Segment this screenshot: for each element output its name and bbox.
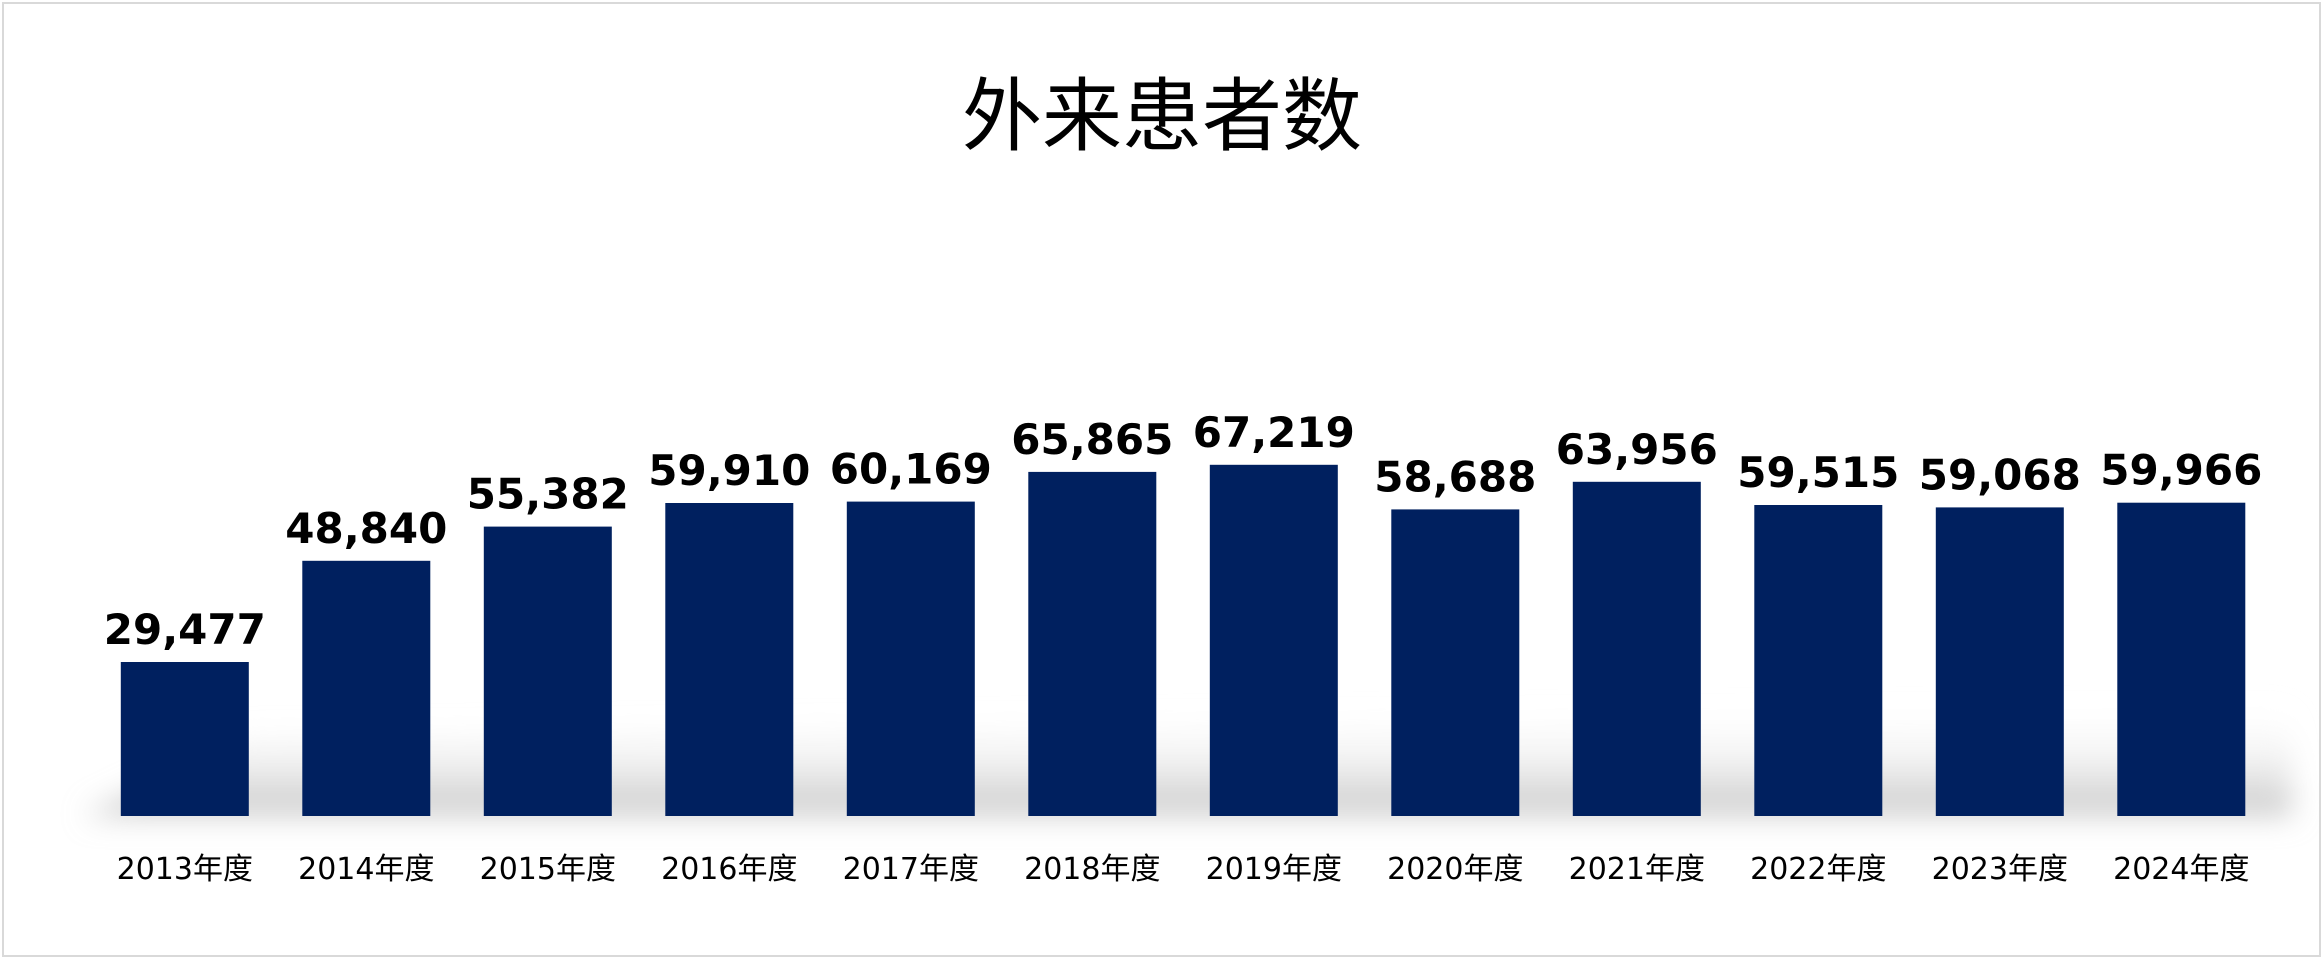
bar-2014年度 [302, 560, 431, 816]
bar-2013年度 [120, 662, 249, 816]
bar-2024年度 [2117, 502, 2246, 816]
bars [120, 464, 2246, 816]
bar-2022年度 [1754, 505, 1883, 816]
bar-2023年度 [1935, 507, 2064, 816]
x-tick-label-2022年度: 2022年度 [1750, 852, 1886, 887]
value-label-2021年度: 63,956 [1556, 425, 1718, 474]
x-tick-label-2016年度: 2016年度 [661, 852, 797, 887]
value-label-2016年度: 59,910 [648, 446, 810, 495]
value-labels: 29,477 48,840 55,382 59,910 60,169 65,865 67,2… [104, 408, 2263, 654]
bar-2019年度 [1209, 464, 1338, 816]
x-tick-label-2019年度: 2019年度 [1206, 852, 1342, 887]
x-tick-label-2024年度: 2024年度 [2113, 852, 2249, 887]
x-tick-label-2017年度: 2017年度 [843, 852, 979, 887]
bar-2018年度 [1028, 471, 1157, 816]
bar-2021年度 [1572, 481, 1701, 816]
bar-2016年度 [665, 503, 794, 816]
value-label-2023年度: 59,068 [1919, 450, 2081, 499]
x-tick-label-2018年度: 2018年度 [1024, 852, 1160, 887]
value-label-2018年度: 65,865 [1011, 415, 1173, 464]
bar-2015年度 [483, 526, 612, 816]
value-label-2020年度: 58,688 [1374, 452, 1536, 501]
value-label-2024年度: 59,966 [2100, 446, 2262, 495]
value-label-2015年度: 55,382 [467, 470, 629, 519]
bar-chart: 外来患者数 29,477 48,840 55,382 59,910 60,169 65,8… [84, 70, 2292, 887]
x-tick-label-2020年度: 2020年度 [1387, 852, 1523, 887]
floor-shadow [84, 706, 2292, 816]
floor-shadow-shape [84, 706, 2292, 816]
value-label-2014年度: 48,840 [285, 504, 447, 553]
x-tick-label-2015年度: 2015年度 [480, 852, 616, 887]
x-axis-tick-labels: 2013年度 2014年度 2015年度 2016年度 2017年度 2018年度 2019… [117, 852, 2250, 887]
x-tick-label-2013年度: 2013年度 [117, 852, 253, 887]
value-label-2022年度: 59,515 [1737, 448, 1899, 497]
bar-2017年度 [846, 501, 975, 816]
x-tick-label-2021年度: 2021年度 [1569, 852, 1705, 887]
x-tick-label-2014年度: 2014年度 [298, 852, 434, 887]
bar-2020年度 [1391, 509, 1520, 816]
x-tick-label-2023年度: 2023年度 [1932, 852, 2068, 887]
chart-title: 外来患者数 [962, 70, 1362, 163]
value-label-2013年度: 29,477 [104, 605, 266, 654]
value-label-2017年度: 60,169 [830, 445, 992, 494]
value-label-2019年度: 67,219 [1193, 408, 1355, 457]
